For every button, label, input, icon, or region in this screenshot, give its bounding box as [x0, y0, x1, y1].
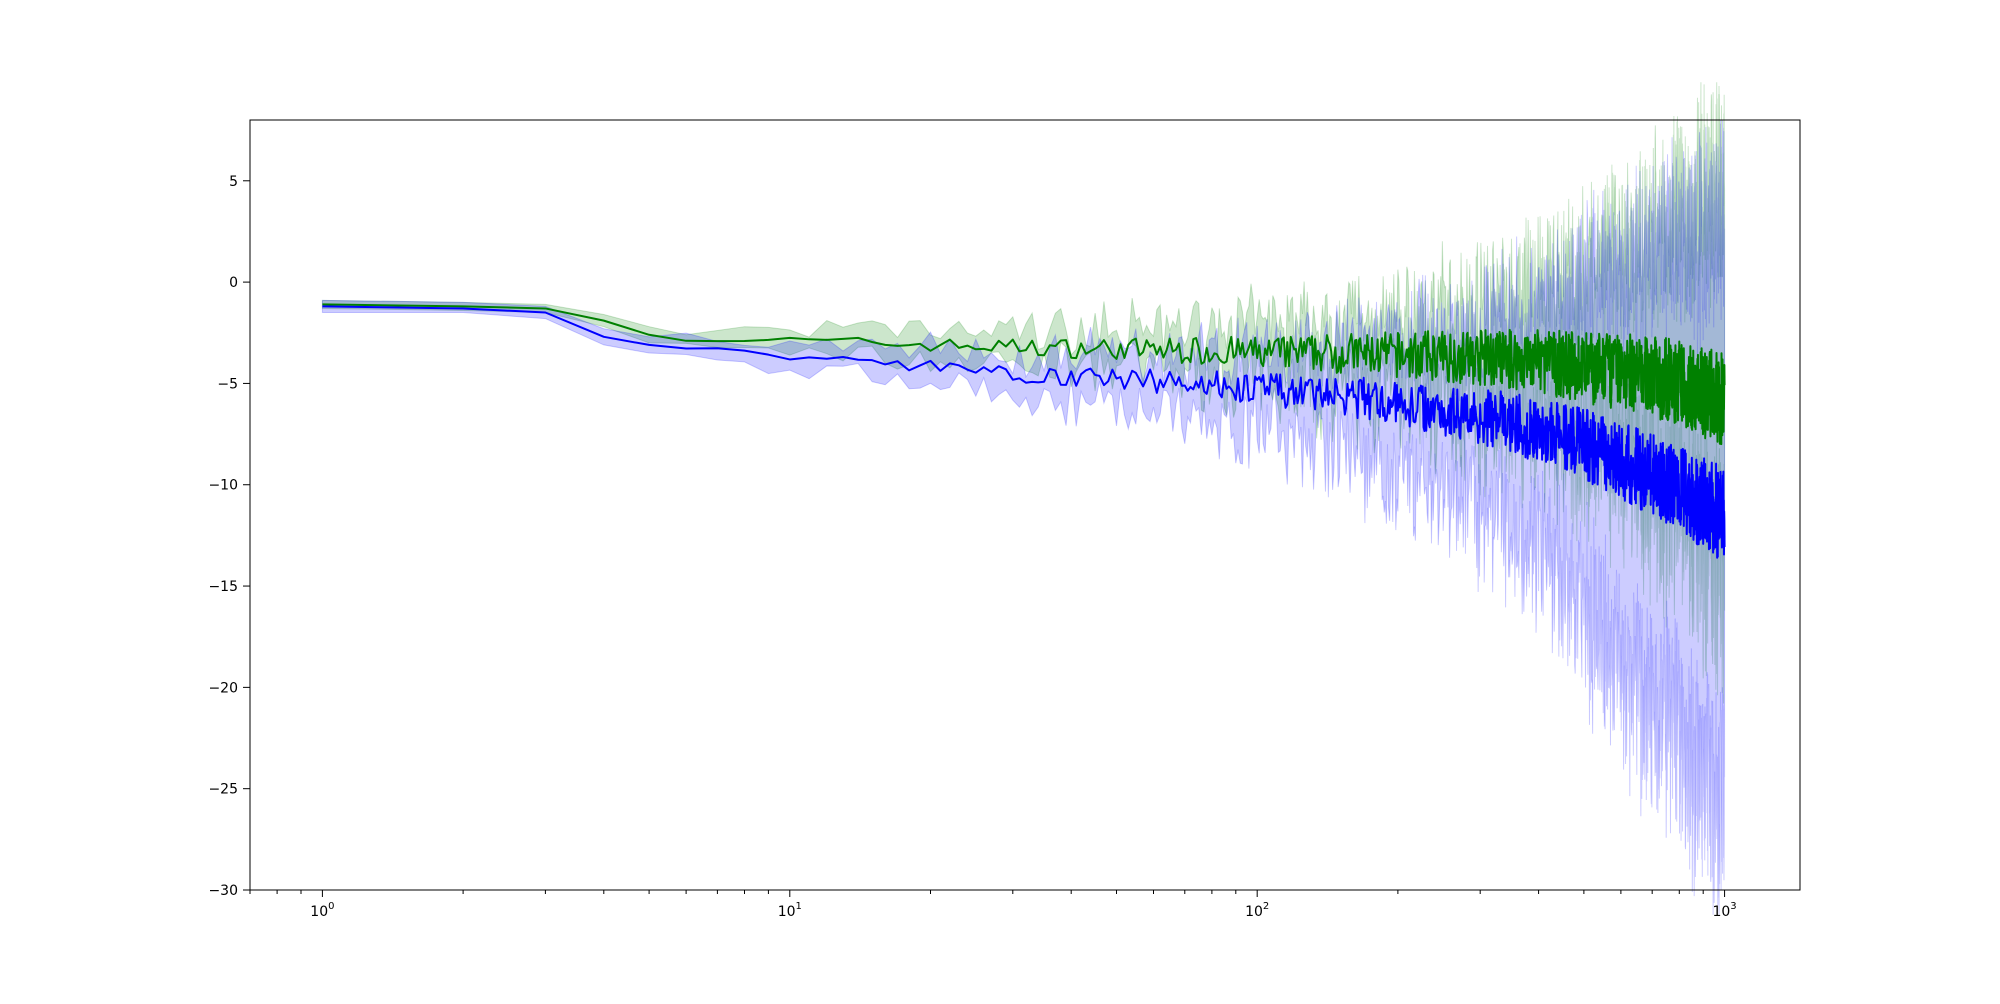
series-1-line	[322, 305, 1726, 559]
confidence-bands	[321, 82, 1726, 915]
y-tick-label: −5	[217, 376, 238, 392]
plot-frame	[249, 119, 1801, 891]
series-lines	[322, 303, 1726, 559]
y-tick-label: 0	[229, 275, 238, 291]
y-tick-label: −10	[208, 478, 238, 494]
y-tick-label: −20	[208, 680, 238, 696]
x-tick-label: 102	[1245, 901, 1269, 920]
y-tick-label: −15	[208, 579, 238, 595]
series-1-band	[321, 119, 1726, 915]
x-tick-label: 103	[1712, 901, 1736, 920]
y-axis: 5 0 −5 −10 −15 −20 −25 −30	[208, 174, 250, 899]
series-0-line	[322, 303, 1726, 446]
x-axis: 100 101 102 103	[249, 890, 1737, 920]
y-tick-label: 5	[229, 174, 238, 190]
y-tick-label: −30	[208, 883, 238, 899]
x-tick-label: 101	[778, 901, 802, 920]
y-tick-label: −25	[208, 782, 238, 798]
x-tick-label: 100	[310, 901, 334, 920]
